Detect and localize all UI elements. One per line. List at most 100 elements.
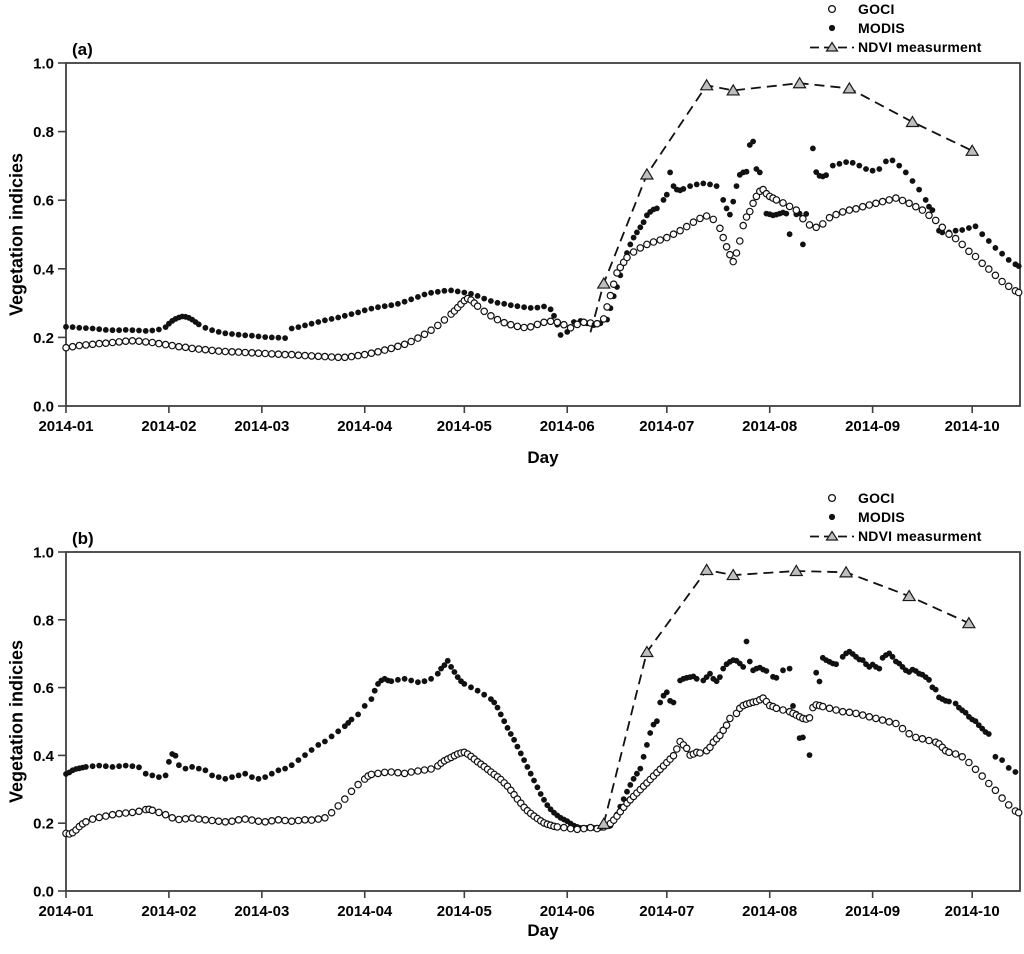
triangle-marker <box>699 563 714 576</box>
filled-circle-marker <box>441 287 448 294</box>
filled-circle-marker <box>381 303 388 310</box>
open-circle-marker <box>825 704 834 713</box>
open-circle-marker <box>629 248 638 256</box>
filled-circle-marker <box>444 657 451 664</box>
open-circle-marker <box>321 813 329 822</box>
panel-a-y-axis-title: Vegetation indicies <box>6 152 27 317</box>
open-circle-marker <box>440 316 449 324</box>
filled-circle-marker <box>182 765 189 772</box>
open-circle-marker <box>141 338 150 346</box>
y-tick-label: 0.0 <box>33 399 54 416</box>
filled-circle-marker <box>544 802 551 809</box>
filled-circle-marker <box>481 295 488 302</box>
filled-circle-marker <box>833 661 839 668</box>
filled-circle-marker <box>979 231 986 238</box>
filled-circle-marker <box>527 770 534 777</box>
filled-circle-marker <box>624 788 630 795</box>
filled-circle-marker <box>843 159 849 166</box>
open-circle-marker <box>553 823 562 831</box>
x-tick-label: 2014-07 <box>639 418 694 435</box>
open-circle-marker <box>314 352 323 361</box>
x-tick-label: 2014-10 <box>945 418 1000 435</box>
filled-circle-marker <box>693 675 700 682</box>
filled-circle-marker <box>448 287 454 294</box>
filled-circle-marker <box>315 742 322 748</box>
y-tick-label: 0.8 <box>33 612 54 629</box>
open-circle-marker <box>420 330 429 339</box>
open-circle-marker <box>951 234 960 243</box>
filled-circle-marker <box>896 162 903 169</box>
open-circle-marker <box>420 766 429 774</box>
filled-circle-marker <box>640 753 647 760</box>
open-circle-marker <box>493 315 502 324</box>
filled-circle-marker <box>972 718 979 725</box>
filled-circle-marker <box>242 332 249 339</box>
open-circle-marker <box>121 337 130 346</box>
legend-label-modis: MODIS <box>858 19 905 36</box>
open-circle-marker <box>772 196 781 204</box>
filled-circle-marker <box>156 774 162 780</box>
open-circle-marker <box>201 815 210 824</box>
filled-circle-marker <box>627 782 634 788</box>
filled-circle-marker <box>434 670 441 677</box>
filled-circle-marker <box>368 696 375 702</box>
open-circle-marker <box>88 340 97 349</box>
open-circle-marker <box>62 343 70 352</box>
filled-circle-marker <box>700 180 707 187</box>
filled-circle-marker <box>371 687 378 694</box>
open-circle-marker <box>327 353 336 361</box>
open-circle-marker <box>852 709 860 718</box>
filled-circle-marker <box>876 166 883 172</box>
open-circle-marker <box>609 280 618 289</box>
filled-circle-marker <box>869 167 876 174</box>
open-circle-marker <box>752 192 761 201</box>
filled-circle-marker <box>883 158 889 165</box>
open-circle-marker <box>321 352 329 361</box>
open-circle-marker <box>838 208 847 216</box>
filled-circle-marker <box>268 334 275 341</box>
open-circle-marker <box>208 346 216 355</box>
legend-label-ndvi: NDVI measurment <box>858 38 982 55</box>
open-circle-marker <box>636 244 645 252</box>
filled-circle-marker <box>249 332 255 339</box>
open-circle-marker <box>729 257 738 266</box>
open-circle-marker <box>95 813 104 822</box>
open-circle-marker <box>742 213 751 221</box>
series-modis-a <box>63 138 1022 341</box>
open-circle-marker <box>287 350 296 359</box>
y-tick-label: 0.2 <box>33 330 54 347</box>
filled-circle-marker <box>521 304 527 311</box>
filled-circle-marker <box>836 160 843 167</box>
open-circle-marker <box>772 704 781 713</box>
filled-circle-marker <box>640 219 647 226</box>
x-tick-label: 2014-03 <box>234 903 289 920</box>
filled-circle-marker <box>952 700 959 707</box>
open-circle-marker <box>148 806 157 815</box>
open-circle-marker <box>367 770 376 779</box>
open-circle-marker <box>108 338 117 347</box>
filled-circle-marker <box>461 681 468 687</box>
triangle-marker <box>639 645 654 658</box>
filled-circle-marker <box>96 326 103 333</box>
filled-circle-marker <box>348 716 355 723</box>
open-circle-marker <box>115 809 123 818</box>
filled-circle-marker <box>461 289 468 296</box>
filled-circle-marker <box>926 676 932 683</box>
filled-circle-marker <box>494 704 501 711</box>
open-circle-marker <box>228 347 236 356</box>
filled-circle-marker <box>83 325 89 331</box>
x-tick-label: 2014-08 <box>742 903 797 920</box>
filled-circle-marker <box>786 665 793 672</box>
filled-circle-marker <box>720 665 727 672</box>
filled-circle-marker <box>667 169 673 176</box>
open-circle-marker <box>161 340 170 349</box>
open-circle-marker <box>506 320 515 329</box>
filled-circle-marker <box>408 677 415 684</box>
open-circle-marker <box>998 794 1006 802</box>
filled-circle-marker <box>680 186 687 192</box>
filled-circle-marker <box>859 657 866 663</box>
triangle-marker <box>902 589 917 602</box>
open-circle-marker <box>566 323 575 332</box>
